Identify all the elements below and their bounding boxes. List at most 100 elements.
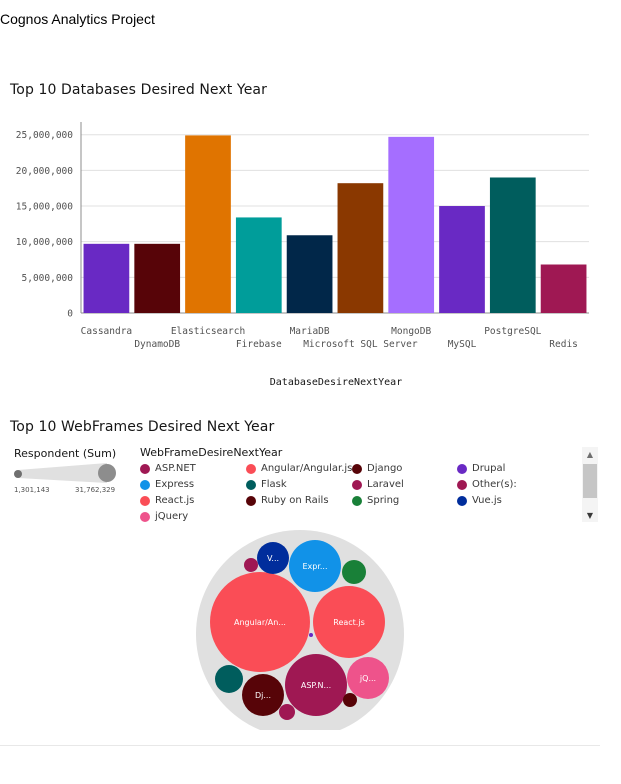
- legend-item[interactable]: Vue.js: [457, 495, 502, 506]
- legend-item[interactable]: Other(s):: [457, 479, 517, 490]
- legend-item[interactable]: ASP.NET: [140, 463, 196, 474]
- legend-label: Ruby on Rails: [261, 495, 329, 506]
- y-tick-label: 10,000,000: [16, 237, 73, 248]
- y-tick-label: 25,000,000: [16, 130, 73, 141]
- size-legend-min: 1,301,143: [14, 486, 50, 494]
- x-tick-label: Redis: [549, 339, 578, 350]
- bubble-react-js[interactable]: [313, 586, 385, 658]
- legend-label: React.js: [155, 495, 195, 506]
- legend-swatch: [457, 495, 467, 506]
- x-axis-label: DatabaseDesireNextYear: [270, 377, 402, 388]
- bar-microsoft-sql-server[interactable]: [337, 183, 384, 313]
- legend-scrollbar[interactable]: ▲ ▼: [582, 447, 598, 522]
- bubble-chart: ASP.N... Angular/An... Dj... Expr... React.j…: [196, 530, 404, 730]
- x-tick-label: MySQL: [448, 339, 477, 350]
- legend-swatch: [246, 479, 256, 490]
- bubble-label: jQ...: [359, 674, 376, 683]
- legend-label: Laravel: [367, 479, 404, 490]
- legend-label: jQuery: [155, 511, 189, 522]
- legend-swatch: [457, 463, 467, 474]
- y-tick-label: 0: [67, 309, 73, 320]
- x-tick-label: Cassandra: [81, 326, 132, 337]
- x-tick-label: Microsoft SQL Server: [303, 339, 418, 350]
- legend-item[interactable]: Express: [140, 479, 194, 490]
- bubble-label: Angular/An...: [234, 618, 286, 627]
- bubble-label: React.js: [333, 618, 365, 627]
- legend-swatch: [246, 495, 256, 506]
- legend-title: WebFrameDesireNextYear: [140, 446, 283, 459]
- y-tick-label: 5,000,000: [22, 273, 74, 284]
- scroll-down-icon[interactable]: ▼: [586, 510, 594, 520]
- x-tick-label: DynamoDB: [134, 339, 180, 350]
- bubble-label: ASP.N...: [301, 681, 331, 690]
- legend-item[interactable]: jQuery: [140, 511, 188, 522]
- legend-item[interactable]: Django: [352, 463, 402, 474]
- bar-chart: 0 5,000,000 10,000,000 15,000,000 20,000,000…: [16, 122, 589, 388]
- legend-label: Other(s):: [472, 479, 517, 490]
- scroll-up-icon[interactable]: ▲: [586, 449, 594, 459]
- legend-item[interactable]: React.js: [140, 495, 194, 506]
- bubble-flask[interactable]: [215, 665, 243, 693]
- legend-item[interactable]: Ruby on Rails: [246, 495, 329, 506]
- legend-item[interactable]: Drupal: [457, 463, 505, 474]
- y-tick-label: 15,000,000: [16, 202, 73, 213]
- bar-dynamodb[interactable]: [134, 243, 181, 313]
- legend-label: Vue.js: [472, 495, 502, 506]
- legend-label: Express: [155, 479, 195, 490]
- legend-label: Django: [367, 463, 403, 474]
- bubble-label: V...: [267, 554, 279, 563]
- app-title: Cognos Analytics Project: [0, 11, 155, 27]
- bubble-label: Dj...: [255, 691, 271, 700]
- size-legend-title: Respondent (Sum): [14, 447, 117, 460]
- legend-label: Spring: [367, 495, 400, 506]
- legend-swatch: [140, 495, 150, 506]
- size-legend-max: 31,762,329: [75, 486, 116, 494]
- bubble-express[interactable]: [289, 540, 341, 592]
- size-legend-slider: [14, 463, 116, 483]
- legend-label: Angular/Angular.js: [261, 463, 353, 474]
- divider: [0, 745, 600, 746]
- x-tick-label: MariaDB: [290, 326, 330, 337]
- bubble-jquery[interactable]: [347, 657, 389, 699]
- bar-chart-title: Top 10 Databases Desired Next Year: [10, 82, 267, 98]
- bubble-ruby-on-rails[interactable]: [343, 693, 357, 707]
- legend-swatch: [140, 511, 150, 522]
- legend-swatch: [352, 463, 362, 474]
- bubble-spring[interactable]: [342, 560, 366, 584]
- bubble-chart-title: Top 10 WebFrames Desired Next Year: [10, 419, 275, 435]
- bubble-laravel[interactable]: [244, 558, 258, 572]
- legend-swatch: [140, 463, 150, 474]
- bar-mariadb[interactable]: [286, 235, 333, 313]
- x-tick-label: MongoDB: [391, 326, 431, 337]
- legend-label: Flask: [261, 479, 287, 490]
- bar-elasticsearch[interactable]: [185, 135, 231, 313]
- bubble-drupal[interactable]: [309, 633, 313, 637]
- bar-mysql[interactable]: [439, 206, 485, 313]
- bar-mongodb[interactable]: [388, 136, 435, 313]
- legend-label: Drupal: [472, 463, 506, 474]
- scroll-thumb[interactable]: [583, 464, 597, 498]
- legend-swatch: [457, 479, 467, 490]
- bar-redis[interactable]: [540, 264, 587, 313]
- bubble-asp-net[interactable]: [285, 654, 347, 716]
- legend-swatch: [352, 479, 362, 490]
- legend-item[interactable]: Laravel: [352, 479, 404, 490]
- legend-swatch: [352, 495, 362, 506]
- bar-firebase[interactable]: [235, 217, 282, 313]
- legend-label: ASP.NET: [155, 463, 196, 474]
- x-tick-label: PostgreSQL: [484, 326, 541, 337]
- legend-item[interactable]: Spring: [352, 495, 399, 506]
- bubble-other-s[interactable]: [279, 704, 295, 720]
- legend-item[interactable]: Flask: [246, 479, 287, 490]
- bubble-label: Expr...: [302, 562, 327, 571]
- x-tick-label: Elasticsearch: [171, 326, 245, 337]
- bubble-django[interactable]: [242, 674, 284, 716]
- x-tick-label: Firebase: [236, 339, 282, 350]
- bubble-vue-js[interactable]: [257, 542, 289, 574]
- legend-item[interactable]: Angular/Angular.js: [246, 463, 352, 474]
- legend-swatch: [140, 479, 150, 490]
- bar-postgresql[interactable]: [489, 177, 536, 313]
- legend-swatch: [246, 463, 256, 474]
- bar-cassandra[interactable]: [83, 243, 130, 313]
- bubble-angular-angular-js[interactable]: [210, 572, 310, 672]
